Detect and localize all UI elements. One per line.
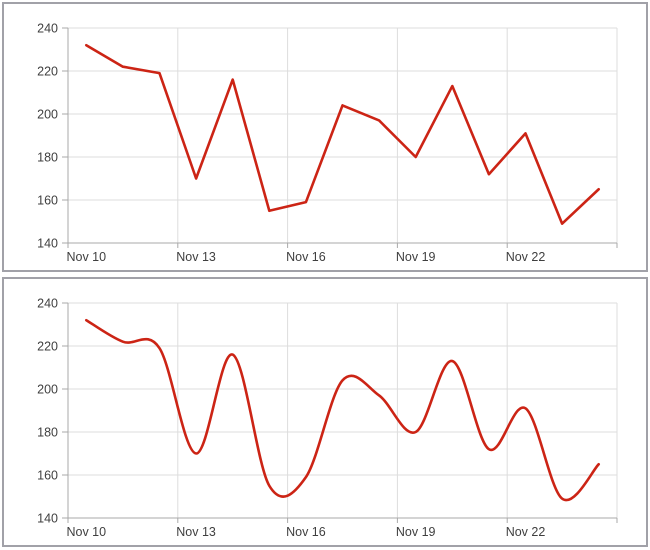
y-axis-label: 160 (37, 469, 58, 483)
y-axis-label: 140 (37, 512, 58, 526)
x-axis-label: Nov 10 (66, 525, 106, 539)
y-axis-label: 200 (37, 108, 58, 122)
y-axis-label: 240 (37, 22, 58, 36)
line-chart-straight: 240 220 200 180 160 140 Nov 10 Nov 13 Nov 16 Nov … (37, 22, 618, 264)
y-axis-label: 220 (37, 65, 58, 79)
y-axis-label: 140 (37, 237, 58, 251)
series-line (85, 318, 600, 502)
y-axis-label: 180 (37, 151, 58, 165)
bottom-chart-panel: 240 220 200 180 160 140 Nov 10 Nov 13 Nov 16 Nov … (2, 277, 648, 547)
x-axis-label: Nov 19 (396, 525, 436, 539)
x-axis-label: Nov 16 (286, 250, 326, 264)
y-axis-label: 200 (37, 383, 58, 397)
y-axis-label: 220 (37, 340, 58, 354)
x-axis-label: Nov 13 (176, 525, 216, 539)
x-axis-label: Nov 22 (506, 525, 546, 539)
y-axis-label: 160 (37, 194, 58, 208)
x-axis-label: Nov 13 (176, 250, 216, 264)
series-line (85, 43, 600, 225)
x-axis-label: Nov 10 (66, 250, 106, 264)
x-axis-label: Nov 19 (396, 250, 436, 264)
top-chart-panel: 240 220 200 180 160 140 Nov 10 Nov 13 Nov 16 Nov … (2, 2, 648, 272)
y-axis-label: 180 (37, 426, 58, 440)
line-chart-smooth: 240 220 200 180 160 140 Nov 10 Nov 13 Nov 16 Nov … (37, 297, 618, 539)
x-axis-label: Nov 22 (506, 250, 546, 264)
y-axis-label: 240 (37, 297, 58, 311)
x-axis-label: Nov 16 (286, 525, 326, 539)
